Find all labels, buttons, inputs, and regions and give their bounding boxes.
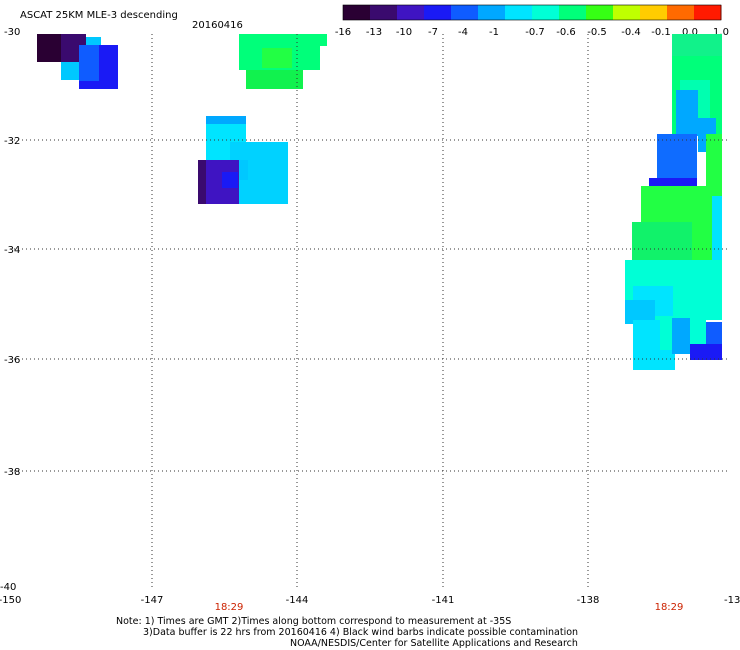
data-cell bbox=[239, 34, 327, 46]
colorbar-segment bbox=[451, 5, 479, 20]
lat-label: -40 bbox=[0, 582, 16, 593]
colorbar-segment bbox=[478, 5, 506, 20]
colorbar-segment bbox=[559, 5, 587, 20]
lat-label: -36 bbox=[4, 355, 20, 366]
colorbar-segment bbox=[532, 5, 560, 20]
data-cell bbox=[712, 196, 722, 276]
colorbar-tick: -1 bbox=[489, 27, 499, 38]
colorbar-tick: -0.4 bbox=[621, 27, 641, 38]
colorbar-segment bbox=[586, 5, 614, 20]
longitude-labels: -150 -147 -144 -141 -138 -135 bbox=[0, 595, 740, 606]
colorbar-segment bbox=[424, 5, 452, 20]
colorbar-segment bbox=[343, 5, 371, 20]
colorbar-tick: -0.7 bbox=[525, 27, 545, 38]
colorbar-segment bbox=[505, 5, 533, 20]
data-cell bbox=[649, 178, 697, 186]
lon-label: -144 bbox=[286, 595, 309, 606]
colorbar-tick: -13 bbox=[366, 27, 382, 38]
data-cell bbox=[676, 90, 698, 136]
note-line-2: 3)Data buffer is 22 hrs from 20160416 4)… bbox=[143, 627, 579, 638]
data-cell bbox=[61, 62, 79, 80]
map-title: ASCAT 25KM MLE-3 descending bbox=[20, 10, 178, 21]
colorbar-border bbox=[342, 4, 722, 21]
latitude-labels: -30 -32 -34 -36 -38 -40 bbox=[0, 27, 20, 593]
colorbar-labels: -16 -13 -10 -7 -4 -1 -0.7 -0.6 -0.5 -0.4… bbox=[335, 27, 729, 38]
graticule bbox=[10, 34, 730, 590]
lon-label: -138 bbox=[577, 595, 600, 606]
lon-label: -141 bbox=[432, 595, 455, 606]
lat-label: -34 bbox=[4, 245, 20, 256]
colorbar-tick: 0.0 bbox=[682, 27, 698, 38]
lat-label: -38 bbox=[4, 467, 20, 478]
colorbar-segment bbox=[397, 5, 425, 20]
data-cell bbox=[37, 34, 62, 62]
lat-label: -30 bbox=[4, 27, 20, 38]
data-cell bbox=[672, 318, 690, 354]
time-label: 18:29 bbox=[215, 602, 244, 613]
data-cell bbox=[672, 34, 722, 56]
data-cell bbox=[198, 160, 206, 204]
colorbar-tick: -16 bbox=[335, 27, 351, 38]
data-cell bbox=[262, 48, 292, 68]
colorbar-segment bbox=[613, 5, 641, 20]
colorbar-tick: -0.5 bbox=[587, 27, 607, 38]
colorbar-tick: -7 bbox=[428, 27, 438, 38]
note-line-1: Note: 1) Times are GMT 2)Times along bot… bbox=[116, 616, 512, 627]
colorbar-tick: -10 bbox=[396, 27, 412, 38]
data-cell bbox=[690, 344, 722, 360]
data-cell bbox=[246, 70, 303, 89]
lat-label: -32 bbox=[4, 136, 20, 147]
lon-label: -150 bbox=[0, 595, 21, 606]
data-cell bbox=[222, 172, 238, 188]
colorbar-segment bbox=[370, 5, 398, 20]
note-line-3: NOAA/NESDIS/Center for Satellite Applica… bbox=[290, 638, 578, 649]
colorbar-tick: -0.1 bbox=[651, 27, 671, 38]
data-cell bbox=[206, 116, 246, 124]
lon-label: -135 bbox=[724, 595, 740, 606]
colorbar-segment bbox=[667, 5, 695, 20]
data-cell bbox=[657, 134, 697, 180]
map-date: 20160416 bbox=[192, 20, 243, 31]
colorbar-tick: -4 bbox=[458, 27, 468, 38]
data-cell bbox=[706, 322, 722, 350]
data-cell bbox=[706, 134, 722, 186]
time-label: 18:29 bbox=[655, 602, 684, 613]
data-cell bbox=[79, 45, 99, 81]
colorbar-segment bbox=[694, 5, 722, 20]
data-cells bbox=[37, 34, 722, 370]
lon-label: -147 bbox=[141, 595, 164, 606]
colorbar-tick: 1.0 bbox=[713, 27, 729, 38]
colorbar-tick: -0.6 bbox=[556, 27, 576, 38]
colorbar bbox=[342, 4, 722, 21]
colorbar-segment bbox=[640, 5, 668, 20]
